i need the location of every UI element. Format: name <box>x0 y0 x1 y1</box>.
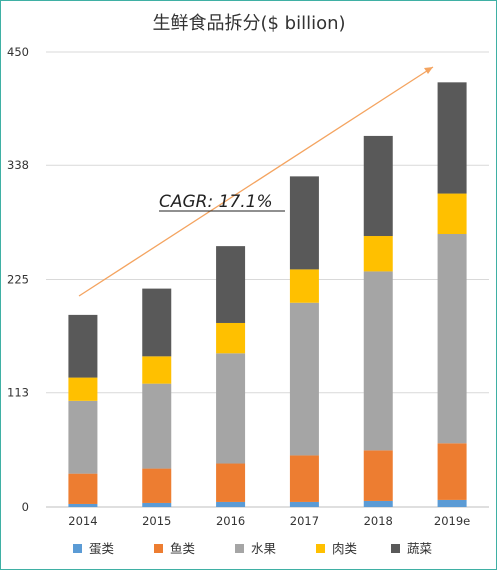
y-axis-ticks: 0 113 225 338 450 <box>7 45 29 514</box>
trend-arrow-line <box>78 66 434 297</box>
legend-swatch <box>316 544 325 553</box>
x-tick-label: 2015 <box>142 514 171 528</box>
x-tick-label: 2019e <box>434 514 470 528</box>
bar-segment-2017 <box>289 269 319 303</box>
bar-segment-2015 <box>142 468 172 503</box>
x-tick-label: 2018 <box>364 514 393 528</box>
bar-segment-2018 <box>363 450 393 501</box>
bar-segment-2016 <box>216 353 246 464</box>
legend-swatch <box>154 544 163 553</box>
bar-segment-2017 <box>289 302 319 456</box>
bar-segment-2019e <box>437 443 467 500</box>
bar-segment-2015 <box>142 502 172 507</box>
y-tick-label: 225 <box>7 273 29 287</box>
x-axis-labels: 2014 2015 2016 2017 2018 2019e <box>68 514 470 528</box>
y-tick-label: 0 <box>22 500 29 514</box>
legend-swatch <box>391 544 400 553</box>
legend-label: 肉类 <box>332 541 358 556</box>
y-tick-label: 450 <box>7 45 29 59</box>
y-tick-label: 113 <box>7 386 29 400</box>
cagr-trend: CAGR: 17.1% <box>78 66 434 297</box>
bar-segment-2017 <box>289 455 319 502</box>
bar-segment-2016 <box>216 246 246 323</box>
bar-segment-2016 <box>216 501 246 507</box>
bar-segment-2018 <box>363 236 393 272</box>
bar-segment-2018 <box>363 135 393 237</box>
legend-label: 蔬菜 <box>407 541 433 556</box>
bar-segment-2016 <box>216 463 246 502</box>
bar-segment-2015 <box>142 356 172 384</box>
legend-swatch <box>73 544 82 553</box>
y-tick-label: 338 <box>7 158 29 172</box>
x-tick-label: 2017 <box>290 514 319 528</box>
bar-segment-2019e <box>437 234 467 444</box>
bar-segment-2014 <box>68 400 98 474</box>
bar-segment-2014 <box>68 503 98 507</box>
bar-segment-2014 <box>68 377 98 401</box>
bar-segment-2016 <box>216 322 246 354</box>
bar-segment-2017 <box>289 501 319 507</box>
bar-segment-2019e <box>437 499 467 507</box>
bar-segment-2015 <box>142 383 172 469</box>
bar-segment-2017 <box>289 176 319 270</box>
bar-segment-2019e <box>437 193 467 234</box>
legend-label: 水果 <box>251 541 277 556</box>
chart-title: 生鲜食品拆分($ billion) <box>152 13 345 34</box>
bar-segment-2015 <box>142 288 172 357</box>
bar-segment-2019e <box>437 82 467 194</box>
legend-label: 蛋类 <box>89 541 115 556</box>
gridlines <box>46 51 489 508</box>
bar-segment-2018 <box>363 500 393 507</box>
x-tick-label: 2016 <box>216 514 245 528</box>
bar-segment-2014 <box>68 473 98 504</box>
legend-label: 鱼类 <box>170 541 196 556</box>
legend-swatch <box>235 544 244 553</box>
bar-segment-2018 <box>363 271 393 451</box>
bars <box>68 82 467 507</box>
trend-arrow-head <box>424 67 433 74</box>
x-tick-label: 2014 <box>68 514 97 528</box>
legend: 蛋类 鱼类 水果 肉类 蔬菜 <box>73 541 433 556</box>
bar-segment-2014 <box>68 314 98 378</box>
cagr-annotation: CAGR: 17.1% <box>159 192 273 212</box>
